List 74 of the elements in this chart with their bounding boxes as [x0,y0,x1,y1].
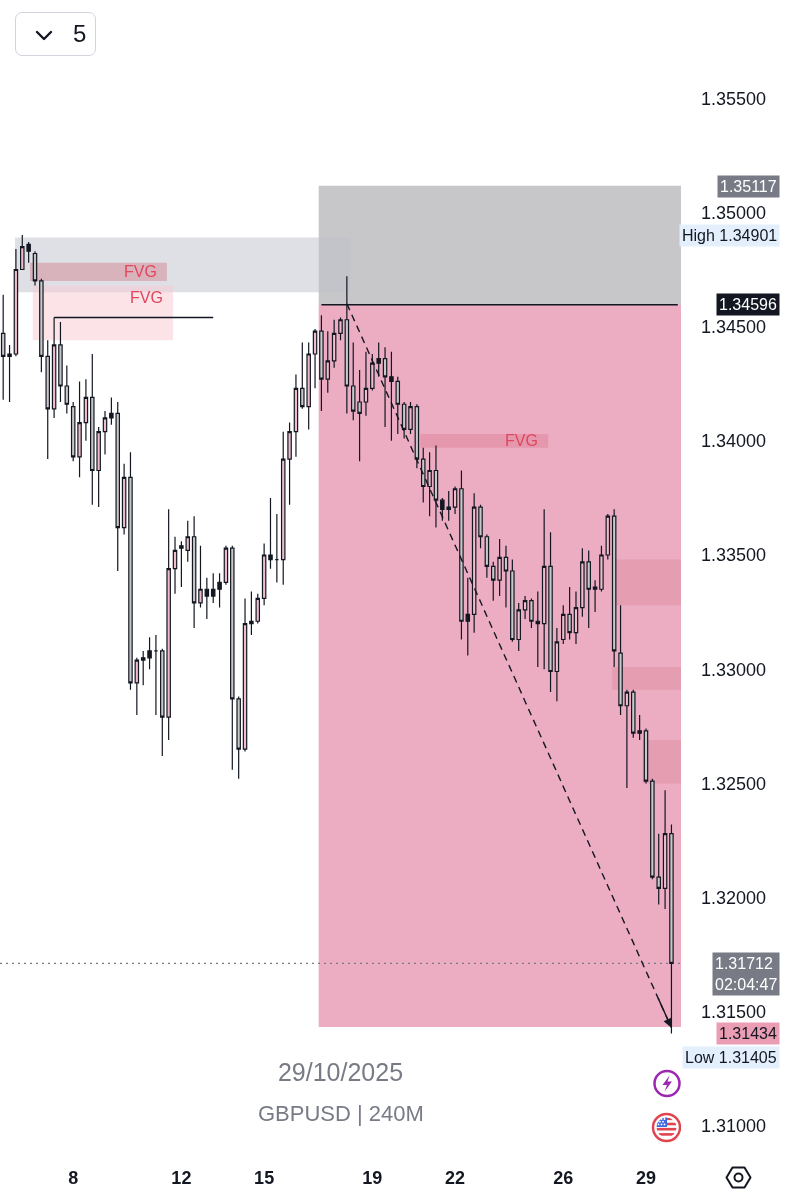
candlestick [172,536,178,595]
candlestick [128,451,133,691]
candlestick [83,378,89,442]
y-tick-label: 1.34500 [701,316,767,337]
candlestick [134,657,140,716]
candlestick [312,328,318,389]
candlestick [242,597,248,753]
x-tick-label: 15 [254,1168,275,1188]
candlestick [274,513,280,584]
annotation: 5 [73,20,87,47]
y-tick-label: 1.35500 [701,88,767,109]
candlestick [408,401,413,435]
candlestick [64,364,70,414]
candlestick [293,373,299,458]
candlestick [363,351,369,417]
ref-line-label: 1.31712 02:04:47 [715,955,778,993]
candlestick [471,492,477,634]
candlestick [204,577,210,620]
y-tick-label: 1.31500 [701,1002,767,1023]
candlestick [548,531,553,693]
candlestick [401,401,407,440]
candlestick [382,346,388,428]
candlestick [32,250,38,287]
y-tick-label: 1.33500 [701,545,767,566]
text: GBPUSD | 240M [258,1101,424,1126]
candlestick [478,504,483,549]
candlestick [592,579,598,613]
candlestick [618,604,623,716]
text: High 1.34901 [682,227,778,244]
candlestick [153,634,159,716]
text: 1.35117 [720,178,777,195]
x-tick-label: 26 [553,1168,574,1188]
band-label: FVG [505,432,538,449]
candlestick [191,515,197,629]
candlestick [338,316,343,341]
dropdown-button: 5 [15,12,96,56]
candlestick [662,789,668,910]
text: 1.31434 [719,1025,777,1042]
candlestick [573,590,579,645]
text: 29/10/2025 [277,1057,404,1086]
x-tick-label: 29 [635,1168,657,1188]
y-tick-label: 1.32000 [701,887,767,908]
candlestick [102,410,108,456]
candlestick [58,321,63,403]
text: 1.34596 [719,296,777,313]
x-tick-label: 12 [171,1168,192,1188]
candlestick [414,403,420,469]
x-tick-label: 19 [362,1168,383,1188]
candlestick [331,319,337,369]
candlestick [452,485,458,515]
candlestick [13,248,19,357]
y-tick-label: 1.33000 [701,659,767,680]
candlestick [522,595,528,620]
candlestick [554,627,560,702]
x-tick-label: 8 [68,1168,79,1188]
y-tick-label: 1.31000 [701,1116,767,1137]
y-tick-label: 1.34000 [701,431,767,452]
candlestick [503,545,509,609]
y-tick-label: 1.32500 [701,773,767,794]
candlestick [223,545,229,586]
y-tick-label: 1.35000 [701,202,767,223]
band-label: FVG [130,289,163,306]
candlestick [261,542,267,606]
candlestick [433,444,439,529]
x-tick-label: 22 [445,1168,466,1188]
candlestick [541,508,547,670]
candlestick [198,545,203,609]
candlestick [121,463,127,536]
candlestick [624,689,630,789]
band-label: FVG [124,263,157,280]
candlestick [268,497,273,570]
candlestick [484,533,490,579]
candlestick [611,508,617,668]
text: Low 1.31405 [685,1049,777,1066]
